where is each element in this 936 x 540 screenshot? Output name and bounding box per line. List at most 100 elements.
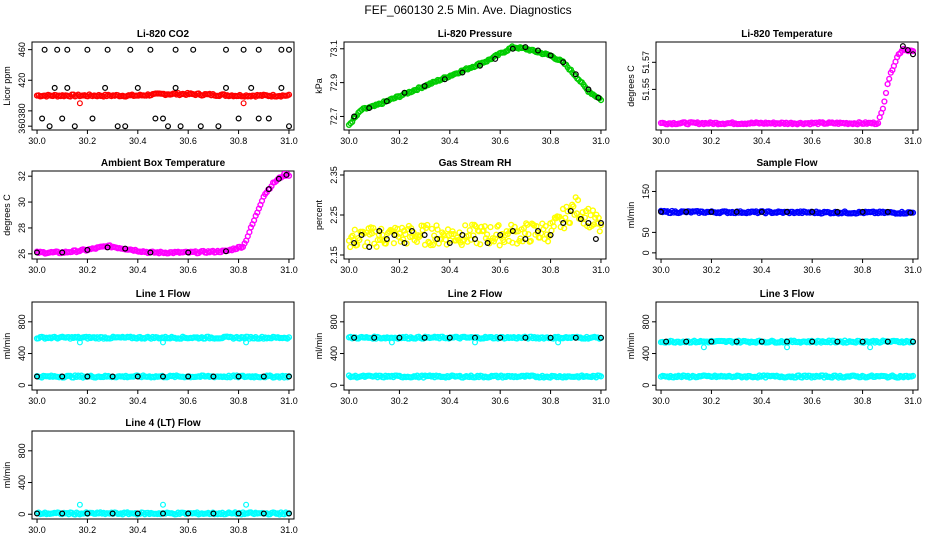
data-point-avg <box>351 113 358 120</box>
data-point-avg <box>84 246 91 253</box>
data-point-avg <box>577 216 584 223</box>
x-tick-label: 30.2 <box>391 396 409 406</box>
data-point-avg <box>585 220 592 227</box>
data-point-dips <box>867 344 874 351</box>
x-tick-label: 30.0 <box>652 136 670 146</box>
plot-frame <box>343 301 607 391</box>
y-tick-label: 800 <box>17 443 27 458</box>
y-axis-label: ml/min <box>626 333 636 360</box>
data-point-raw <box>364 239 371 246</box>
plot-frame <box>31 170 295 260</box>
x-tick-label: 30.0 <box>340 136 358 146</box>
data-point-raw <box>443 241 450 248</box>
data-point-avg-low <box>46 123 53 130</box>
x-tick-label: 30.6 <box>491 136 509 146</box>
data-point-avg <box>497 232 504 239</box>
y-tick-label: 380 <box>17 103 27 118</box>
data-point-avg <box>909 338 916 345</box>
data-point-raw <box>507 228 514 235</box>
data-point-raw <box>562 214 569 221</box>
data-point-avg <box>509 228 516 235</box>
x-tick-label: 30.8 <box>230 396 248 406</box>
data-point-avg <box>421 334 428 341</box>
data-point-avg <box>109 510 116 517</box>
data-point-avg <box>733 338 740 345</box>
data-point-avg <box>758 208 765 215</box>
data-point-avg-low <box>114 123 121 130</box>
data-point-avg <box>260 373 267 380</box>
data-point-avg-low <box>215 123 222 130</box>
data-point-avg <box>122 245 129 252</box>
data-point-avg <box>59 373 66 380</box>
data-point-raw <box>450 231 457 238</box>
data-point-raw <box>424 221 431 229</box>
data-point-avg <box>421 82 428 89</box>
data-point-avg <box>733 208 740 215</box>
panel-title: Line 1 Flow <box>136 289 191 300</box>
y-tick-label: 150 <box>641 184 651 199</box>
data-point-raw <box>495 222 502 229</box>
data-point-raw <box>377 236 384 244</box>
data-point-avg <box>907 209 914 216</box>
plot-frame <box>343 41 607 131</box>
y-axis-label: degrees C <box>626 65 636 107</box>
data-point-avg <box>572 334 579 341</box>
data-point-avg <box>899 43 906 50</box>
x-tick-label: 30.8 <box>854 265 872 275</box>
x-tick-label: 30.0 <box>28 136 46 146</box>
x-tick-label: 30.4 <box>441 136 459 146</box>
data-point-avg <box>351 240 358 247</box>
x-tick-label: 31.0 <box>592 396 610 406</box>
data-point-avg <box>185 373 192 380</box>
y-axis-label: ml/min <box>314 333 324 360</box>
x-tick-label: 30.4 <box>129 265 147 275</box>
data-point-avg <box>401 89 408 96</box>
data-point-avg <box>597 220 604 227</box>
x-tick-label: 30.0 <box>28 525 46 535</box>
data-point-avg-high <box>41 46 48 53</box>
y-tick-label: 2.15 <box>329 246 339 264</box>
data-point-avg <box>401 240 408 247</box>
y-tick-label: 0 <box>17 512 27 517</box>
data-point-raw <box>285 172 293 179</box>
data-point-avg <box>59 249 66 256</box>
data-point-avg <box>210 510 217 517</box>
data-point-avg <box>809 338 816 345</box>
data-point-avg-high <box>190 46 197 53</box>
x-tick-label: 30.8 <box>230 265 248 275</box>
y-tick-label: 51.55 <box>641 78 651 101</box>
series-group <box>345 43 605 129</box>
data-point-raw <box>589 207 597 214</box>
x-tick-label: 30.8 <box>542 136 560 146</box>
data-point-avg <box>509 45 516 52</box>
series-group <box>33 46 293 130</box>
data-point-avg <box>547 52 554 59</box>
x-tick-label: 30.6 <box>491 265 509 275</box>
data-point-raw <box>400 236 407 243</box>
y-tick-label: 420 <box>17 73 27 88</box>
series-group <box>33 333 293 381</box>
data-point-avg <box>446 240 453 247</box>
data-point-avg-mid <box>172 84 179 91</box>
panel-title: Li-820 Pressure <box>438 29 513 40</box>
panel-2: Li-820 Temperature 30.0 30.2 30.4 30.6 30.8 31… <box>626 29 922 146</box>
data-point-avg-high <box>147 46 154 53</box>
y-tick-label: 800 <box>329 314 339 329</box>
data-point-avg <box>358 232 365 239</box>
y-tick-label: 460 <box>17 42 27 57</box>
y-tick-label: 72.7 <box>329 108 339 126</box>
x-tick-label: 31.0 <box>280 136 298 146</box>
series-group <box>345 333 605 381</box>
data-point-raw <box>525 231 532 238</box>
data-point-raw <box>521 230 529 237</box>
data-point-raw <box>351 226 358 233</box>
data-point-avg-low <box>177 123 184 130</box>
data-point-raw <box>597 221 605 229</box>
data-point-raw <box>882 89 890 97</box>
data-point-avg <box>497 334 504 341</box>
data-point-avg <box>567 208 574 215</box>
data-point-raw <box>579 209 586 216</box>
data-point-raw <box>909 209 917 216</box>
data-point-avg <box>859 338 866 345</box>
